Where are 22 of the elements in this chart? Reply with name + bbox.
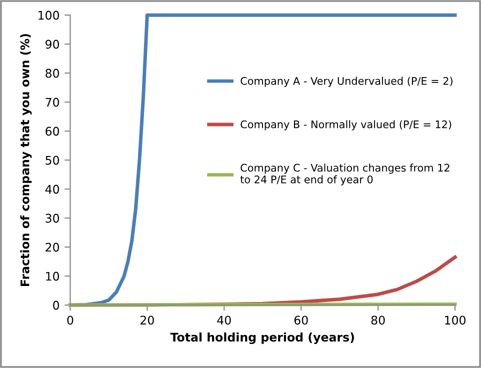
- x-tick-label: 100: [445, 316, 466, 325]
- x-axis-title: Total holding period (years): [170, 332, 354, 344]
- y-tick-label: 50: [46, 156, 60, 165]
- y-tick-label: 80: [46, 68, 60, 78]
- y-tick-label: 10: [46, 272, 60, 281]
- y-tick-label: 70: [46, 98, 60, 107]
- y-tick-label: 30: [46, 214, 60, 223]
- y-tick-label: 100: [38, 10, 60, 20]
- legend-label: Company B - Normally valued (P/E = 12): [240, 120, 452, 130]
- y-axis-title: Fraction of company that you own (%): [20, 34, 32, 286]
- legend-label: Company C - Valuation changes from 12 to 24 P/E at end of year 0: [240, 164, 450, 186]
- x-tick-label: 40: [217, 316, 231, 325]
- y-tick-label: 40: [45, 184, 60, 194]
- y-tick-label: 20: [46, 242, 60, 252]
- x-tick-label: 0: [67, 316, 74, 325]
- y-tick-label: 90: [46, 40, 60, 49]
- x-tick-label: 20: [140, 316, 154, 325]
- x-tick-label: 60: [294, 316, 308, 325]
- x-tick-label: 80: [371, 316, 385, 325]
- y-tick-label: 0: [53, 300, 60, 310]
- y-tick-label: 60: [46, 126, 60, 136]
- legend-label: Company A - Very Undervalued (P/E = 2): [240, 76, 452, 87]
